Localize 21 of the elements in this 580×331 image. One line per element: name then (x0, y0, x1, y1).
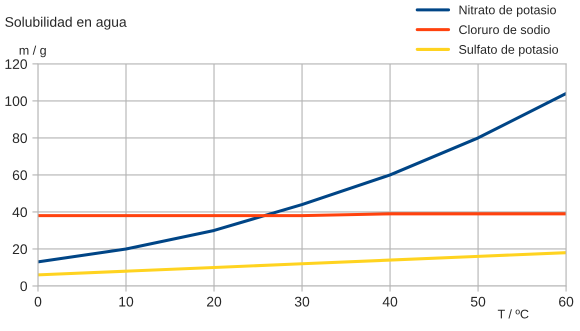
x-tick-label: 0 (34, 296, 42, 307)
x-tick-label: 10 (119, 296, 134, 307)
x-tick-label: 20 (206, 296, 222, 307)
y-tick-label: 40 (12, 207, 28, 218)
y-tick-label: 20 (12, 244, 28, 254)
x-axis-title: T / ºC (498, 309, 529, 318)
x-tick-label: 30 (294, 296, 310, 307)
legend-label: Sulfato de potasio (459, 44, 558, 56)
chart-title: Solubilidad en agua (5, 16, 127, 30)
y-tick-label: 60 (12, 170, 28, 180)
y-tick-label: 120 (5, 59, 28, 70)
line-series (38, 251, 566, 276)
x-tick-label: 50 (470, 296, 486, 307)
legend-label: Cloruro de sodio (459, 24, 550, 34)
legend-label: Nitrato de potasio (460, 5, 556, 17)
y-axis-title: m / g (20, 46, 46, 58)
y-tick-label: 100 (5, 96, 28, 106)
x-tick-label: 40 (382, 296, 398, 307)
y-tick-label: 0 (20, 281, 28, 292)
y-tick-label: 80 (12, 133, 28, 144)
x-tick-label: 60 (559, 296, 574, 307)
